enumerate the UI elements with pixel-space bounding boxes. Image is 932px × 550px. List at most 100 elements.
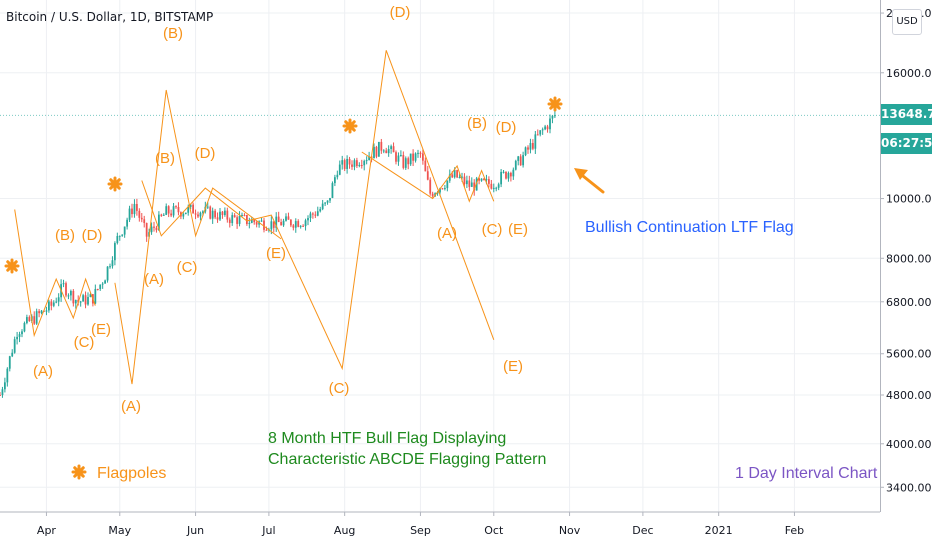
- candle-body: [123, 226, 126, 235]
- candle-body: [348, 158, 351, 165]
- candle-body: [478, 178, 481, 181]
- candle-body: [302, 225, 305, 227]
- candle-body: [351, 164, 353, 167]
- candle-body: [431, 193, 434, 197]
- candle-body: [245, 215, 248, 224]
- candle-body: [463, 176, 466, 185]
- interval-annotation: 1 Day Interval Chart: [735, 465, 878, 482]
- candle-body: [529, 143, 532, 150]
- candle-body: [324, 202, 327, 204]
- wave-flag-1: [14, 209, 96, 338]
- candle-body: [534, 134, 537, 149]
- candle-body: [184, 212, 187, 215]
- candle-body: [116, 236, 119, 244]
- candle-body: [145, 222, 148, 237]
- candle-body: [426, 171, 429, 180]
- candle-body: [505, 171, 507, 179]
- candle-body: [365, 160, 368, 162]
- price-tick-label: 8000.00: [886, 252, 932, 265]
- candle-body: [109, 266, 111, 268]
- candle-body: [319, 209, 322, 212]
- wave-labels: (A)(C)(E)(B) (D)(A)(A)(C)(B) (D)(B)(E)(C)(…: [4, 4, 605, 480]
- price-tick-label: 4000.00: [886, 438, 932, 451]
- candle-body: [419, 152, 422, 154]
- candle-body: [483, 178, 485, 180]
- candle-body: [527, 147, 529, 150]
- candle-body: [475, 178, 478, 191]
- flagpole-star-icon: [107, 176, 123, 192]
- candle-body: [473, 182, 476, 191]
- candle-body: [131, 208, 133, 215]
- candlestick-series: [0, 110, 556, 398]
- candle-body: [192, 204, 195, 214]
- candle-body: [385, 150, 388, 154]
- candle-body: [412, 153, 415, 161]
- candle-body: [360, 165, 363, 167]
- candle-body: [311, 213, 314, 215]
- time-tick-label: Dec: [632, 524, 653, 537]
- candle-body: [522, 155, 525, 166]
- candle-body: [407, 158, 410, 165]
- candle-body: [331, 183, 334, 198]
- last-price-badge: 13648.70: [881, 104, 932, 125]
- candle-body: [223, 210, 226, 216]
- candle-body: [289, 219, 292, 226]
- candle-body: [495, 187, 498, 189]
- candle-body: [126, 219, 129, 227]
- candle-body: [65, 283, 67, 296]
- wave-label: (E): [266, 245, 286, 262]
- candle-body: [55, 301, 58, 303]
- candle-body: [255, 222, 258, 225]
- candle-body: [104, 280, 107, 284]
- candle-body: [326, 200, 329, 203]
- time-tick-label: Aug: [334, 524, 355, 537]
- candle-body: [304, 220, 307, 227]
- candle-body: [241, 214, 243, 217]
- candle-body: [292, 225, 295, 228]
- candle-body: [544, 126, 547, 130]
- candle-body: [45, 310, 48, 312]
- wave-label: (E): [508, 221, 528, 238]
- candle-body: [33, 316, 36, 324]
- candle-body: [441, 188, 444, 190]
- wave-label: (C): [74, 334, 95, 351]
- price-tick-label: 6800.00: [886, 296, 932, 309]
- wave-label: (E): [91, 321, 111, 338]
- candle-body: [250, 219, 253, 223]
- candle-body: [128, 208, 131, 220]
- time-axis-ticks: Apr May Jun Jul Aug Sep Oct Nov Dec 2021 Feb: [0, 511, 880, 537]
- time-tick-label: 2021: [705, 524, 733, 537]
- wave-label: (D): [82, 227, 103, 244]
- candle-body: [101, 283, 104, 285]
- candle-body: [492, 187, 495, 189]
- candle-body: [216, 217, 219, 220]
- candle-body: [377, 141, 380, 157]
- candle-body: [69, 290, 72, 296]
- candle-body: [50, 301, 53, 306]
- candle-body: [509, 172, 512, 177]
- candle-body: [417, 152, 419, 154]
- candle-body: [209, 206, 212, 219]
- candle-body: [465, 180, 468, 185]
- candle-body: [226, 210, 229, 220]
- candle-body: [451, 174, 454, 178]
- candle-body: [206, 206, 209, 208]
- candle-body: [468, 180, 471, 187]
- candle-body: [214, 210, 217, 218]
- candle-body: [392, 146, 395, 153]
- candle-body: [21, 331, 23, 335]
- candle-body: [38, 311, 41, 314]
- candle-body: [94, 289, 97, 304]
- candle-body: [487, 179, 490, 184]
- currency-button[interactable]: USD: [892, 9, 922, 35]
- candle-body: [106, 266, 109, 281]
- candle-body: [399, 155, 402, 157]
- price-axis[interactable]: [880, 0, 932, 512]
- candle-body: [373, 146, 375, 159]
- candle-body: [18, 334, 21, 337]
- candle-body: [275, 216, 278, 228]
- candle-body: [299, 225, 302, 227]
- candle-body: [153, 226, 155, 228]
- candle-body: [363, 160, 366, 166]
